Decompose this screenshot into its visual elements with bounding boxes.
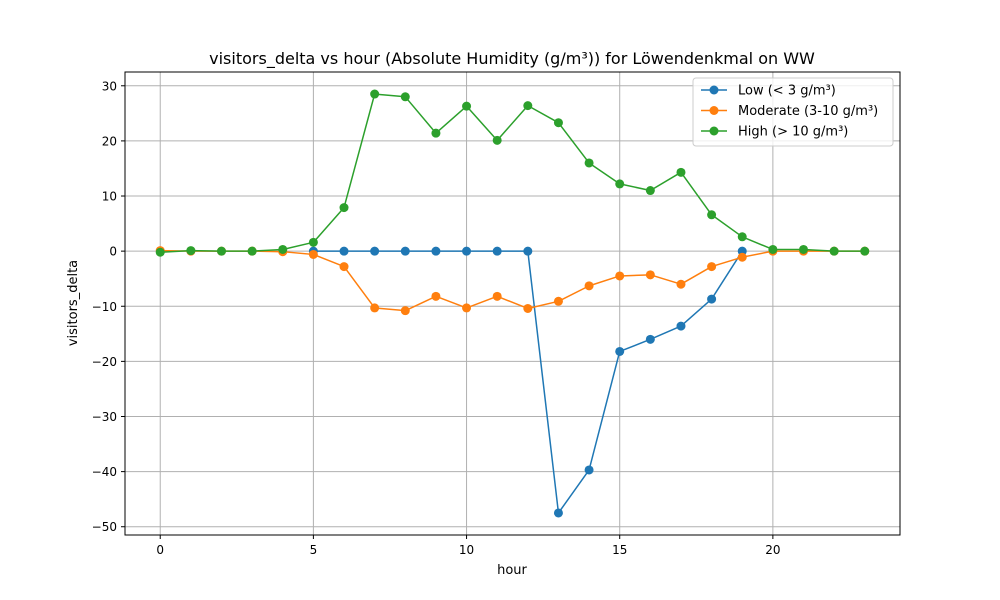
- series-line: [313, 250, 743, 514]
- data-point: [553, 296, 563, 306]
- data-point: [462, 101, 472, 111]
- x-tick-label: 0: [156, 543, 164, 557]
- data-point: [615, 346, 625, 356]
- data-point: [523, 101, 533, 111]
- x-tick-label: 10: [459, 543, 474, 557]
- data-point: [339, 246, 349, 256]
- data-point: [553, 118, 563, 128]
- plot-frame: [124, 71, 901, 536]
- legend-box: [692, 77, 894, 147]
- y-tick-label: 30: [102, 79, 117, 93]
- series-0: [308, 246, 747, 518]
- data-point: [431, 128, 441, 138]
- series-layer: [155, 89, 870, 518]
- data-point: [431, 291, 441, 301]
- legend-label: High (> 10 g/m³): [738, 125, 848, 140]
- data-point: [400, 246, 410, 256]
- x-tick-label: 15: [612, 543, 627, 557]
- data-point: [247, 246, 257, 256]
- data-point: [645, 334, 655, 344]
- data-point: [492, 135, 502, 145]
- data-point: [799, 244, 809, 254]
- data-point: [584, 465, 594, 475]
- y-tick-label: −50: [92, 520, 117, 534]
- series-2: [155, 89, 870, 257]
- data-point: [186, 246, 196, 256]
- data-point: [216, 246, 226, 256]
- data-point: [400, 306, 410, 316]
- data-point: [370, 303, 380, 313]
- data-point: [737, 252, 747, 262]
- legend-label: Low (< 3 g/m³): [738, 84, 836, 99]
- data-point: [829, 246, 839, 256]
- x-axis-label: hour: [497, 563, 527, 578]
- data-point: [553, 508, 563, 518]
- data-point: [860, 246, 870, 256]
- legend: Low (< 3 g/m³) Moderate (3-10 g/m³) High (…: [692, 77, 894, 147]
- y-tick-label: −10: [92, 300, 117, 314]
- data-point: [339, 262, 349, 272]
- data-point: [645, 186, 655, 196]
- data-point: [584, 158, 594, 168]
- data-point: [462, 303, 472, 313]
- data-point: [768, 244, 778, 254]
- data-point: [737, 232, 747, 242]
- data-point: [370, 246, 380, 256]
- data-point: [645, 270, 655, 280]
- data-point: [431, 246, 441, 256]
- y-tick-label: 10: [102, 190, 117, 204]
- data-point: [492, 246, 502, 256]
- data-point: [370, 89, 380, 99]
- legend-marker: [709, 126, 719, 136]
- data-point: [676, 167, 686, 177]
- y-tick-label: 20: [102, 134, 117, 148]
- data-point: [615, 271, 625, 281]
- x-tick-label: 20: [765, 543, 780, 557]
- data-point: [523, 246, 533, 256]
- data-point: [615, 179, 625, 189]
- y-tick-label: −40: [92, 465, 117, 479]
- y-tick-label: 0: [109, 245, 117, 259]
- data-point: [155, 247, 165, 257]
- data-point: [400, 92, 410, 102]
- legend-marker: [709, 85, 719, 95]
- data-point: [707, 262, 717, 272]
- data-point: [523, 303, 533, 313]
- y-tick-label: −30: [92, 410, 117, 424]
- x-tick-label: 5: [310, 543, 318, 557]
- y-axis-label: visitors_delta: [66, 260, 81, 346]
- legend-marker: [709, 106, 719, 115]
- data-point: [676, 321, 686, 331]
- chart-title: visitors_delta vs hour (Absolute Humidit…: [209, 49, 815, 69]
- data-point: [308, 249, 318, 259]
- data-point: [492, 291, 502, 301]
- data-point: [707, 210, 717, 220]
- data-point: [707, 294, 717, 304]
- y-tick-label: −20: [92, 355, 117, 369]
- legend-label: Moderate (3-10 g/m³): [738, 104, 878, 119]
- data-point: [584, 281, 594, 291]
- series-1: [155, 246, 870, 316]
- axis-ticks: 0 5 10 15 20 −50 −40 −30 −20 −10 0 10 20 30: [92, 79, 781, 557]
- data-point: [278, 244, 288, 254]
- data-point: [308, 237, 318, 247]
- data-point: [339, 203, 349, 213]
- data-point: [462, 246, 472, 256]
- series-line: [160, 93, 865, 253]
- data-point: [676, 279, 686, 289]
- series-line: [160, 249, 865, 312]
